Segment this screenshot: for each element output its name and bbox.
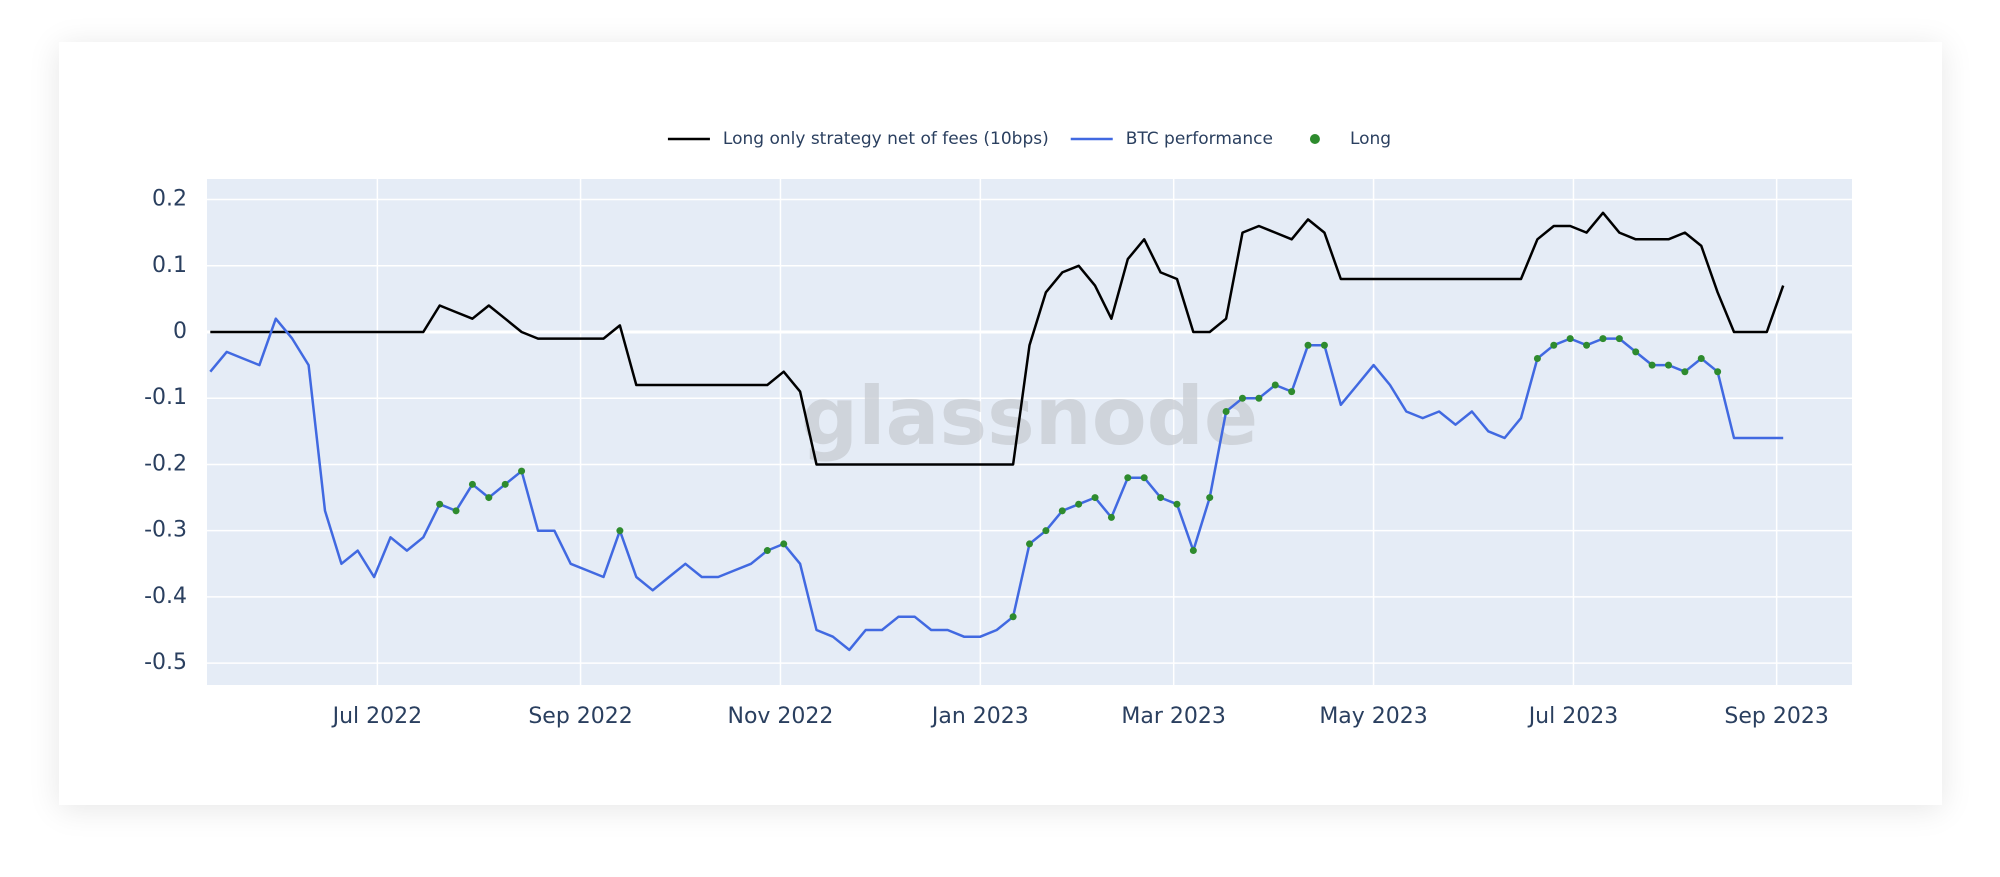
x-tick-label: Mar 2023 [1121,704,1226,729]
legend-item: Long only strategy net of fees (10bps) [667,129,1049,149]
legend-symbol [1309,134,1320,144]
legend-label: Long only strategy net of fees (10bps) [723,129,1049,149]
long-marker [1255,394,1263,402]
legend-label: Long [1350,129,1391,149]
long-marker [1566,335,1574,343]
long-marker [1615,335,1623,343]
long-marker [1681,368,1689,376]
long-marker [1533,354,1541,362]
long-marker [1632,348,1640,356]
y-tick-label: -0.2 [144,451,187,476]
long-marker [1648,361,1656,369]
long-marker [1026,540,1033,548]
x-tick-label: Jan 2023 [930,704,1029,729]
long-marker [1173,500,1181,508]
y-tick-label: 0 [173,319,187,344]
long-marker [616,527,624,535]
series-line [210,211,1785,466]
long-marker [468,480,476,488]
long-marker [1697,354,1705,362]
long-marker [1550,341,1558,349]
long-marker [1140,474,1148,482]
plot-area [207,179,1852,685]
y-tick-label: -0.4 [144,584,187,609]
long-marker [1304,341,1312,349]
long-marker [1271,381,1279,389]
long-marker [518,467,526,475]
long-marker [780,540,788,548]
long-marker [763,547,771,555]
watermark: glassnode [801,370,1258,463]
long-marker [1238,394,1246,402]
x-tick-label: May 2023 [1319,704,1427,729]
long-marker [1320,341,1328,349]
legend-item: Long [1309,129,1391,149]
long-marker [1288,388,1296,396]
long-marker [1124,474,1132,482]
long-marker [436,500,444,508]
long-marker [1189,547,1197,555]
y-tick-label: 0.1 [152,253,187,278]
long-marker [1091,494,1099,502]
tick-labels: 0.2 0.1 0 -0.1 -0.2 -0.3 -0.4 -0.5 Jul 2022 Sep 2… [144,187,1829,729]
long-marker [1206,494,1214,502]
long-marker [452,507,460,515]
long-marker [1075,500,1083,508]
x-tick-label: Jul 2023 [1527,704,1619,729]
long-marker [1664,361,1672,369]
long-marker [1009,613,1017,621]
x-tick-label: Sep 2023 [1724,704,1828,729]
marks [209,211,1785,652]
long-marker [485,494,493,502]
y-tick-label: -0.1 [144,385,187,410]
long-marker [1714,368,1722,376]
x-tick-label: Jul 2022 [331,704,423,729]
grid [207,179,1852,685]
legend-label: BTC performance [1126,129,1273,149]
long-marker [1222,407,1230,415]
x-tick-label: Sep 2022 [528,704,632,729]
y-tick-label: -0.3 [144,518,187,543]
long-marker [1599,335,1607,343]
legend: Long only strategy net of fees (10bps) BT… [667,129,1391,149]
long-marker [1058,507,1066,515]
long-marker [1583,341,1591,349]
y-tick-label: -0.5 [144,650,187,675]
long-marker [1042,527,1050,535]
legend-item: BTC performance [1070,129,1273,149]
long-marker [1107,513,1115,521]
x-tick-label: Nov 2022 [727,704,833,729]
y-tick-label: 0.2 [152,187,187,212]
long-marker [501,480,509,488]
long-marker [1157,494,1165,502]
